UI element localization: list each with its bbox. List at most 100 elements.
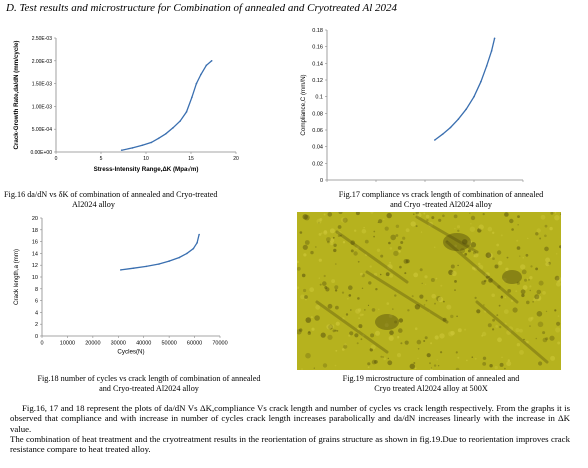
grain-speck xyxy=(539,237,542,240)
grain-speck xyxy=(398,318,404,323)
data-point xyxy=(168,260,170,262)
grain-speck xyxy=(559,213,561,215)
grain-speck xyxy=(443,300,445,303)
grain-speck xyxy=(382,356,384,358)
grain-speck xyxy=(544,224,548,228)
grain-speck xyxy=(487,275,491,279)
y-tick-label: 14 xyxy=(32,251,38,257)
y-tick-label: 0.1 xyxy=(315,95,323,101)
grain-speck xyxy=(299,231,303,234)
grain-speck xyxy=(435,277,438,280)
grain-speck xyxy=(510,299,514,302)
x-tick-label: 10 xyxy=(143,156,149,162)
grain-speck xyxy=(387,360,393,366)
grain-speck xyxy=(390,234,396,241)
x-tick-label: 50000 xyxy=(161,341,176,347)
grain-speck xyxy=(504,296,507,299)
grain-speck xyxy=(528,279,530,281)
series-line xyxy=(121,60,213,151)
grain-speck xyxy=(370,344,376,350)
grain-speck xyxy=(347,297,349,300)
fig18-chart: 0 2 4 6 8 10 12 14 16 18 20 0 10000 20000 30000 40000 50… xyxy=(8,212,248,372)
grain-speck xyxy=(437,296,444,303)
grain-speck xyxy=(416,339,422,345)
x-tick-label: 30000 xyxy=(111,341,126,347)
grain-speck xyxy=(374,360,378,364)
grain-speck xyxy=(494,264,499,269)
grain-speck xyxy=(348,334,351,337)
grain-speck xyxy=(423,212,426,215)
grain-speck xyxy=(367,304,370,306)
grain-speck xyxy=(344,343,347,346)
grain-speck xyxy=(431,216,435,220)
grain-speck xyxy=(494,365,498,370)
grain-speck xyxy=(389,247,393,250)
grain-speck xyxy=(538,361,543,366)
grain-speck xyxy=(506,327,508,329)
grain-speck xyxy=(467,240,473,245)
fig17-chart: 00.020.040.060.080.10.120.140.160.180510… xyxy=(297,22,527,182)
data-point xyxy=(441,133,444,135)
grain-speck xyxy=(457,356,460,359)
grain-speck xyxy=(456,225,461,229)
grain-speck xyxy=(542,291,546,295)
x-axis-label: Stress-Intensity Range,ΔK (Mpa√m) xyxy=(94,166,199,173)
grain-speck xyxy=(342,217,348,223)
grain-speck xyxy=(462,239,468,245)
y-tick-label: 0.04 xyxy=(312,145,323,151)
grain-speck xyxy=(334,364,337,367)
grain-speck xyxy=(529,289,531,292)
grain-speck xyxy=(515,328,520,333)
grain-speck xyxy=(398,250,401,253)
grain-speck xyxy=(492,231,495,234)
grain-speck xyxy=(529,325,531,327)
data-point xyxy=(465,108,467,110)
grain-speck xyxy=(330,324,335,329)
grain-speck xyxy=(389,261,392,264)
grain-speck xyxy=(496,243,500,247)
grain-speck xyxy=(476,309,481,314)
grain-speck xyxy=(483,304,485,306)
grain-speck xyxy=(387,357,389,360)
grain-speck xyxy=(303,288,307,293)
y-tick-label: 0.06 xyxy=(312,128,323,134)
grain-speck xyxy=(297,286,300,290)
fig17-caption: Fig.17 compliance vs crack length of com… xyxy=(296,190,586,210)
grain-speck xyxy=(516,246,521,250)
micrograph-image xyxy=(297,212,561,370)
paragraph-1: Fig.16, 17 and 18 represent the plots of… xyxy=(10,403,570,434)
y-tick-label: 18 xyxy=(32,228,38,234)
grain-speck xyxy=(323,274,326,278)
y-tick-label: 0.16 xyxy=(312,45,323,51)
grain-speck xyxy=(340,217,347,223)
grain-speck xyxy=(423,304,426,306)
grain-speck xyxy=(399,265,402,269)
grain-speck xyxy=(318,233,322,236)
grain-speck xyxy=(310,250,314,255)
grain-boundary xyxy=(415,215,479,254)
grain-speck xyxy=(310,316,313,319)
grain-speck xyxy=(455,351,458,354)
grain-speck xyxy=(363,309,366,311)
grain-speck xyxy=(473,267,478,271)
grain-speck xyxy=(484,310,487,313)
grain-speck xyxy=(389,330,394,335)
grain-speck xyxy=(530,265,533,268)
data-point xyxy=(490,50,493,52)
grain-speck xyxy=(335,321,340,326)
grain-speck xyxy=(446,240,448,242)
grain-speck xyxy=(319,218,323,221)
grain-speck xyxy=(337,225,342,229)
grain-speck xyxy=(544,246,549,252)
grain-speck xyxy=(530,316,534,320)
x-tick-label: 10000 xyxy=(60,341,75,347)
grain-speck xyxy=(398,328,403,333)
grain-speck xyxy=(414,367,417,370)
grain-speck xyxy=(542,331,546,335)
grain-speck xyxy=(485,252,492,258)
grain-speck xyxy=(405,259,410,264)
fig16-caption-line2: Al2024 alloy xyxy=(72,200,115,209)
grain-speck xyxy=(428,311,431,313)
grain-speck xyxy=(326,237,331,242)
grain-speck xyxy=(370,212,374,214)
